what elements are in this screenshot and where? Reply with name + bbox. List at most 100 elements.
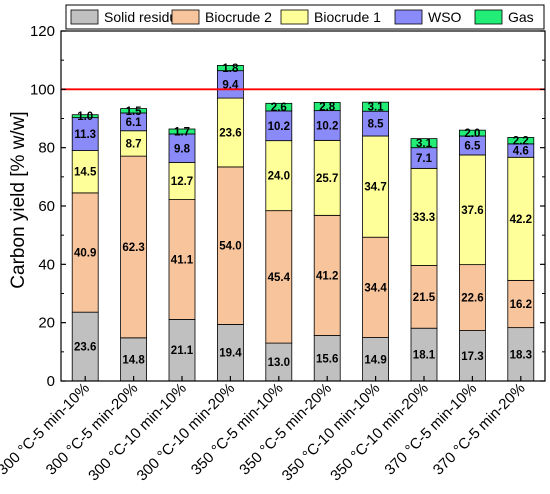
bar-stack: 19.4 54.0 23.6 9.4 1.8 — [216, 63, 244, 382]
data-label: 10.2 — [316, 121, 338, 133]
legend-label: WSO — [428, 9, 462, 25]
y-tick-label: 80 — [38, 140, 55, 157]
bar-stack: 21.1 41.1 12.7 9.8 1.7 — [168, 126, 196, 382]
bar-segment — [313, 102, 341, 112]
data-label: 24.0 — [268, 171, 290, 183]
data-label: 2.6 — [271, 102, 287, 114]
data-label: 2.2 — [513, 136, 529, 148]
y-tick-label: 40 — [38, 256, 55, 273]
bar-segment — [265, 342, 293, 382]
bar-segment — [410, 138, 438, 149]
data-label: 1.8 — [222, 63, 239, 75]
bar-segment — [71, 192, 99, 313]
x-tick-label: 300 °C-5 min-20% — [43, 380, 142, 479]
bar-segment — [458, 330, 486, 382]
bar-stack: 23.6 40.9 14.5 11.3 1.0 — [71, 111, 99, 382]
data-label: 40.9 — [74, 248, 96, 260]
x-tick-label: 370 °C-5 min-20% — [430, 380, 529, 479]
bar-segment — [458, 264, 486, 331]
data-label: 12.7 — [171, 176, 193, 188]
bar-segment — [168, 128, 196, 135]
data-label: 3.1 — [416, 138, 433, 150]
bar-segment — [313, 110, 341, 141]
legend-label: Solid residue — [104, 9, 185, 25]
data-label: 7.1 — [416, 153, 433, 165]
legend-item: Solid residue — [70, 9, 185, 25]
legend-swatch — [171, 9, 200, 25]
data-label: 9.4 — [222, 79, 239, 91]
data-label: 8.5 — [368, 119, 385, 131]
y-tick-label: 120 — [30, 23, 55, 40]
data-label: 33.3 — [413, 212, 435, 224]
data-label: 34.4 — [364, 282, 387, 294]
legend-item: Gas — [474, 9, 534, 25]
bar-segment — [313, 214, 341, 336]
data-label: 10.2 — [268, 121, 290, 133]
bar-segment — [362, 135, 390, 238]
bar-segment — [265, 102, 293, 112]
legend-label: Biocrude 1 — [314, 9, 381, 25]
x-tick-label: 350 °C-5 min-10% — [188, 380, 287, 479]
data-label: 42.2 — [510, 214, 532, 226]
bar-segment — [362, 101, 390, 112]
y-axis-label: Carbon yield [% w/w] — [8, 111, 29, 288]
y-axis-ticks: 0 20 40 60 80 100 120 — [30, 23, 545, 390]
data-label: 1.5 — [126, 106, 143, 118]
bar-segment — [71, 117, 99, 151]
bar-segment — [362, 236, 390, 338]
bar-segment — [216, 65, 244, 72]
data-label: 14.8 — [122, 354, 145, 366]
data-label: 4.6 — [513, 146, 529, 158]
bar-segment — [168, 199, 196, 320]
bar-stack: 13.0 45.4 24.0 10.2 2.6 — [265, 102, 293, 382]
bar-stack: 15.6 41.2 25.7 10.2 2.8 — [313, 102, 341, 382]
data-label: 18.1 — [413, 350, 436, 362]
data-label: 9.8 — [174, 143, 191, 155]
y-tick-label: 100 — [30, 81, 55, 98]
bar-segment — [120, 108, 147, 114]
bar-segment — [507, 156, 535, 281]
data-label: 14.9 — [364, 354, 386, 366]
data-label: 2.8 — [319, 102, 336, 114]
data-label: 21.1 — [171, 345, 194, 357]
legend-swatch — [70, 9, 99, 25]
x-tick-label: 350 °C-5 min-20% — [236, 380, 335, 479]
legend-swatch — [394, 9, 423, 25]
data-label: 15.6 — [316, 353, 338, 365]
y-tick-label: 0 — [47, 373, 55, 390]
x-axis-ticks: 300 °C-5 min-10%300 °C-5 min-20%300 °C-1… — [0, 376, 529, 485]
bar-stack: 14.8 62.3 8.7 6.11.5 — [120, 106, 147, 382]
x-tick-label: 370 °C-5 min-10% — [381, 380, 480, 479]
bar-segment — [216, 97, 244, 168]
data-label: 37.6 — [461, 205, 483, 217]
data-label: 8.7 — [126, 138, 142, 150]
data-label: 34.7 — [364, 182, 386, 194]
data-label: 14.5 — [74, 167, 97, 179]
data-label: 41.1 — [171, 255, 194, 267]
data-label: 17.3 — [461, 351, 483, 363]
bar-segment — [507, 137, 535, 145]
legend-label: Biocrude 2 — [205, 9, 272, 25]
y-tick-label: 20 — [38, 315, 55, 332]
legend: Solid residue Biocrude 2 Biocrude 1 WSO Gas — [65, 4, 545, 30]
bar-segment — [216, 70, 244, 99]
bar-segment — [265, 210, 293, 344]
data-label: 11.3 — [74, 129, 96, 141]
bar-stack: 18.3 16.2 42.2 4.62.2 — [507, 136, 535, 382]
bar-segment — [120, 130, 147, 157]
data-label: 19.4 — [219, 348, 242, 360]
legend-item: Biocrude 1 — [280, 9, 381, 25]
bar-segment — [313, 139, 341, 216]
bar-segment — [265, 140, 293, 212]
data-label: 6.1 — [126, 117, 143, 129]
data-label: 16.2 — [510, 299, 532, 311]
bar-segment — [410, 265, 438, 329]
bar-stacks: 23.6 40.9 14.5 11.3 1.0 14.8 62.3 8.7 6.11.5 21.1… — [71, 63, 535, 382]
bar-segment — [168, 319, 196, 382]
legend-label: Gas — [508, 9, 534, 25]
bar-segment — [265, 110, 293, 142]
legend-swatch — [474, 9, 503, 25]
legend-swatch — [280, 9, 309, 25]
bar-stack: 17.3 22.6 37.6 6.52.0 — [458, 128, 486, 382]
